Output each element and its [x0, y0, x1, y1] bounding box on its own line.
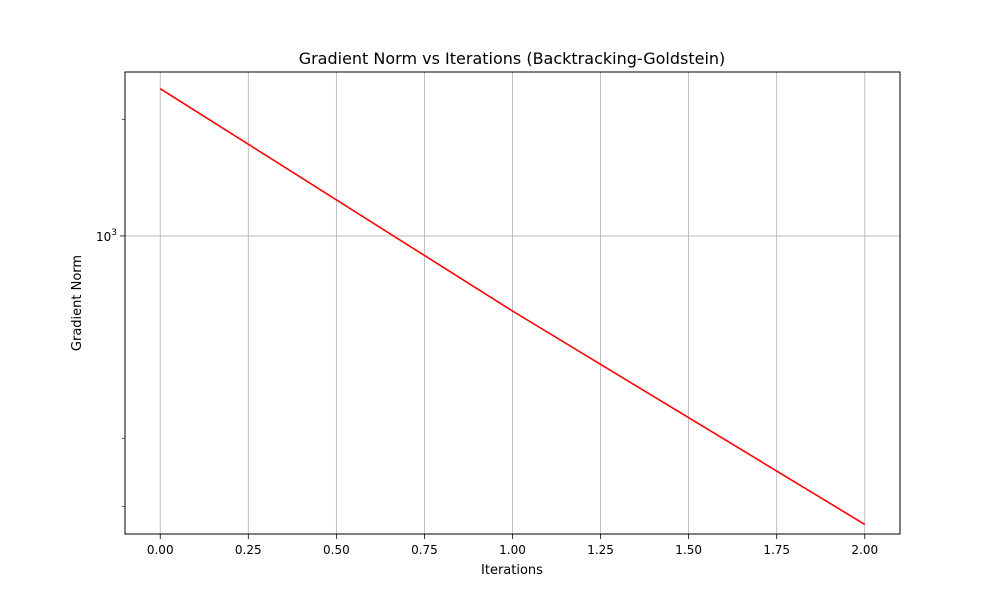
- x-tick-label: 1.75: [763, 543, 790, 557]
- y-tick-label: 103: [96, 228, 117, 244]
- grid-lines: [125, 72, 900, 534]
- x-axis: 0.00 0.25 0.50 0.75 1.00 1.25 1.50 1.75 2.00: [147, 534, 878, 557]
- x-tick-label: 0.75: [411, 543, 438, 557]
- x-axis-label: Iterations: [481, 563, 543, 578]
- y-axis-label: Gradient Norm: [70, 255, 85, 351]
- x-tick-label: 1.25: [587, 543, 614, 557]
- series-layer: [159, 87, 866, 526]
- x-tick-label: 0.50: [323, 543, 350, 557]
- x-tick-label: 1.00: [499, 543, 526, 557]
- x-tick-label: 0.00: [147, 543, 174, 557]
- series-line: [159, 87, 866, 526]
- x-tick-label: 2.00: [851, 543, 878, 557]
- x-tick-label: 0.25: [235, 543, 262, 557]
- y-axis: 103: [96, 119, 125, 507]
- x-tick-label: 1.50: [675, 543, 702, 557]
- chart-title: Gradient Norm vs Iterations (Backtrackin…: [299, 49, 726, 68]
